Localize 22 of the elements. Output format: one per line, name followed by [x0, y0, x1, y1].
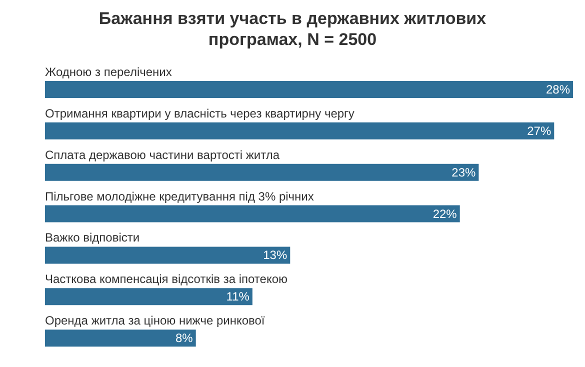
data-label: 13%: [263, 248, 288, 262]
data-label: 27%: [527, 124, 552, 138]
y-tick-label: Сплата державою частини вартості житла: [45, 148, 280, 162]
bar: [45, 205, 460, 222]
y-tick-label: Оренда житла за ціною нижче ринкової: [45, 314, 266, 328]
data-label: 8%: [176, 331, 194, 346]
y-tick-label: Важко відповісти: [45, 230, 140, 245]
chart-title: Бажання взяти участь в державних житлових програмах, N = 2500: [98, 8, 488, 51]
bar: [45, 81, 573, 98]
y-tick-label: Пільгове молодіжне кредитування під 3% річних: [45, 189, 314, 204]
bar: [45, 288, 252, 306]
bar: [45, 330, 196, 347]
bar: [45, 246, 290, 264]
data-label: 11%: [226, 290, 250, 304]
bar: [45, 122, 554, 140]
y-tick-label: Часткова компенсація відсотків за іпотекою: [45, 272, 288, 286]
bar: [45, 164, 479, 181]
data-label: 23%: [452, 165, 476, 180]
data-label: 22%: [432, 206, 458, 221]
y-tick-label: Жодною з перелічених: [45, 65, 172, 79]
y-tick-label: Отримання квартири у власність через квартирну чергу: [45, 106, 354, 120]
data-label: 28%: [546, 82, 570, 96]
